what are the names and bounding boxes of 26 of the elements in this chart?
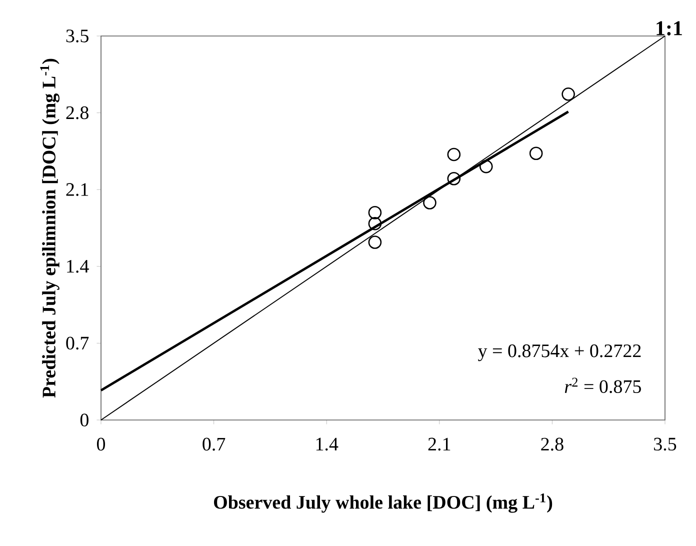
x-tick-label: 0 — [96, 438, 106, 451]
annotation: y = 0.8754x + 0.2722 — [478, 344, 641, 362]
point — [368, 206, 382, 220]
x-tick-label: 0.7 — [202, 438, 226, 451]
x-tick-label: 2.8 — [541, 438, 564, 451]
y-tick-label: 0.7 — [66, 336, 89, 350]
x-tick-label: 3.5 — [654, 438, 676, 451]
point — [447, 172, 461, 186]
y-axis-title: Predicted July epilimnion [DOC] (mg L$^{-1}$) — [40, 58, 60, 398]
point — [529, 146, 543, 160]
x-tick-label: 1.4 — [316, 438, 338, 451]
y-tick-label: 0 — [80, 414, 88, 426]
y-tick-label: 2.1 — [66, 183, 88, 196]
annotation: 1:1 — [656, 21, 682, 36]
y-tick-label: 3.5 — [66, 30, 88, 42]
point — [479, 160, 493, 174]
y-tick-label: 2.8 — [66, 106, 88, 120]
x-tick-label: 2.1 — [428, 438, 450, 451]
point — [447, 148, 461, 162]
y-tick-label: 1.4 — [67, 260, 89, 273]
point — [423, 196, 436, 210]
point — [368, 216, 382, 230]
point — [368, 236, 382, 249]
x-axis-title: Observed July whole lake [DOC] (mg L$^{-1}$) — [214, 494, 552, 513]
annotation: r$^{2}$ = 0.875 — [564, 378, 641, 394]
point — [562, 87, 575, 101]
